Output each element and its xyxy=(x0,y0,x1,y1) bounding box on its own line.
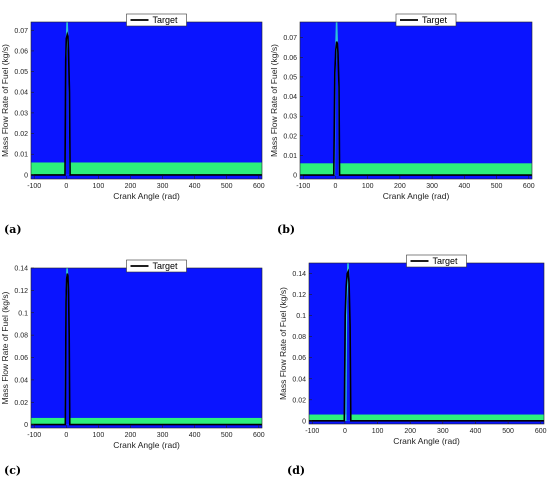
x-tick-label: 200 xyxy=(125,183,137,190)
legend-label: Target xyxy=(153,261,179,271)
x-tick-label: 400 xyxy=(470,428,482,435)
y-tick-label: 0.01 xyxy=(283,153,297,160)
y-tick-label: 0.01 xyxy=(14,152,28,159)
y-tick-label: 0.04 xyxy=(14,90,28,97)
band-area xyxy=(300,163,532,176)
y-tick-label: 0.12 xyxy=(14,288,28,295)
y-axis-label: Mass Flow Rate of Fuel (kg/s) xyxy=(269,44,279,157)
y-tick-label: 0.03 xyxy=(283,114,297,121)
y-tick-label: 0.1 xyxy=(296,313,306,320)
band-area xyxy=(31,417,262,425)
chart-panel-3: -100 0 100 200 300 400 500 600 0 0.02 0.04 0.06 0.08… xyxy=(0,259,265,477)
x-tick-label: 0 xyxy=(343,428,347,435)
y-tick-label: 0 xyxy=(24,422,28,429)
x-tick-label: 200 xyxy=(125,432,137,439)
x-tick-label: 500 xyxy=(221,432,233,439)
x-tick-label: 0 xyxy=(64,432,68,439)
y-axis-label: Mass Flow Rate of Fuel (kg/s) xyxy=(0,291,10,404)
x-tick-label: 500 xyxy=(502,428,514,435)
panel-label: (d) xyxy=(287,464,305,477)
legend-label: Target xyxy=(433,256,459,266)
y-tick-label: 0 xyxy=(302,418,306,425)
y-axis-label: Mass Flow Rate of Fuel (kg/s) xyxy=(0,44,10,157)
legend-box xyxy=(395,13,457,27)
y-tick-label: 0.1 xyxy=(18,310,28,317)
y-tick-label: 0.04 xyxy=(283,94,297,101)
x-tick-label: 500 xyxy=(491,183,503,190)
x-axis-label: Crank Angle (rad) xyxy=(383,191,450,201)
y-tick-label: 0.07 xyxy=(283,35,297,42)
y-tick-label: 0.08 xyxy=(292,334,306,341)
x-tick-label: -100 xyxy=(27,432,41,439)
y-tick-label: 0.06 xyxy=(14,48,28,55)
x-axis-label: Crank Angle (rad) xyxy=(113,440,180,450)
y-tick-label: 0.14 xyxy=(14,266,28,273)
y-tick-label: 0.05 xyxy=(283,74,297,81)
chart-panel-1: -100 0 100 200 300 400 500 600 0 0.01 0.02 0.03 0.04… xyxy=(0,13,265,236)
panel-label: (a) xyxy=(4,223,22,236)
y-tick-label: 0.08 xyxy=(14,333,28,340)
x-tick-label: 300 xyxy=(157,432,169,439)
y-tick-label: 0.02 xyxy=(292,397,306,404)
target-line xyxy=(31,31,262,176)
x-tick-label: 300 xyxy=(437,428,449,435)
band-area xyxy=(309,414,544,421)
y-tick-label: 0.02 xyxy=(14,131,28,138)
y-tick-label: 0.14 xyxy=(292,271,306,278)
panel-label: (c) xyxy=(4,464,21,477)
x-tick-label: 300 xyxy=(157,183,169,190)
chart-panel-2: -100 0 100 200 300 400 500 600 0 0.01 0.02 0.03 0.04… xyxy=(269,13,535,236)
x-tick-label: -100 xyxy=(296,183,310,190)
y-tick-label: 0.02 xyxy=(14,400,28,407)
y-axis-label: Mass Flow Rate of Fuel (kg/s) xyxy=(278,287,288,400)
y-tick-label: 0.03 xyxy=(14,110,28,117)
y-tick-label: 0.04 xyxy=(14,377,28,384)
x-tick-label: 100 xyxy=(93,183,105,190)
x-tick-label: 600 xyxy=(253,432,265,439)
x-tick-label: 600 xyxy=(253,183,265,190)
y-tick-label: 0 xyxy=(24,172,28,179)
legend-label: Target xyxy=(422,15,448,25)
x-tick-label: 0 xyxy=(333,183,337,190)
x-tick-label: 100 xyxy=(362,183,374,190)
chart-panel-4: -100 0 100 200 300 400 500 600 0 0.02 0.04 0.06 0.08… xyxy=(278,254,547,477)
x-tick-label: 400 xyxy=(458,183,470,190)
band-area xyxy=(31,162,262,175)
x-tick-label: 400 xyxy=(189,183,201,190)
x-axis-label: Crank Angle (rad) xyxy=(113,191,180,201)
x-tick-label: 300 xyxy=(426,183,438,190)
legend-box xyxy=(406,254,467,268)
x-tick-label: 100 xyxy=(372,428,384,435)
x-tick-label: -100 xyxy=(305,428,319,435)
y-tick-label: 0.12 xyxy=(292,292,306,299)
y-tick-label: 0 xyxy=(293,173,297,180)
panel-label: (b) xyxy=(277,223,295,236)
x-tick-label: -100 xyxy=(27,183,41,190)
x-tick-label: 100 xyxy=(93,432,105,439)
y-tick-label: 0.02 xyxy=(283,133,297,140)
y-tick-label: 0.05 xyxy=(14,69,28,76)
y-tick-label: 0.06 xyxy=(14,355,28,362)
y-tick-label: 0.06 xyxy=(292,355,306,362)
x-tick-label: 600 xyxy=(523,183,535,190)
x-tick-label: 200 xyxy=(404,428,416,435)
x-tick-label: 200 xyxy=(394,183,406,190)
x-tick-label: 400 xyxy=(189,432,201,439)
legend-box xyxy=(126,13,187,27)
target-line xyxy=(31,273,262,426)
x-axis-label: Crank Angle (rad) xyxy=(393,436,460,446)
x-tick-label: 0 xyxy=(64,183,68,190)
x-tick-label: 500 xyxy=(221,183,233,190)
x-tick-label: 600 xyxy=(535,428,547,435)
y-tick-label: 0.06 xyxy=(283,55,297,62)
y-tick-label: 0.04 xyxy=(292,376,306,383)
target-line xyxy=(309,268,544,422)
y-tick-label: 0.07 xyxy=(14,28,28,35)
target-line xyxy=(300,41,532,176)
legend-label: Target xyxy=(153,15,179,25)
spike-inner xyxy=(335,48,339,176)
legend-box xyxy=(126,259,187,273)
